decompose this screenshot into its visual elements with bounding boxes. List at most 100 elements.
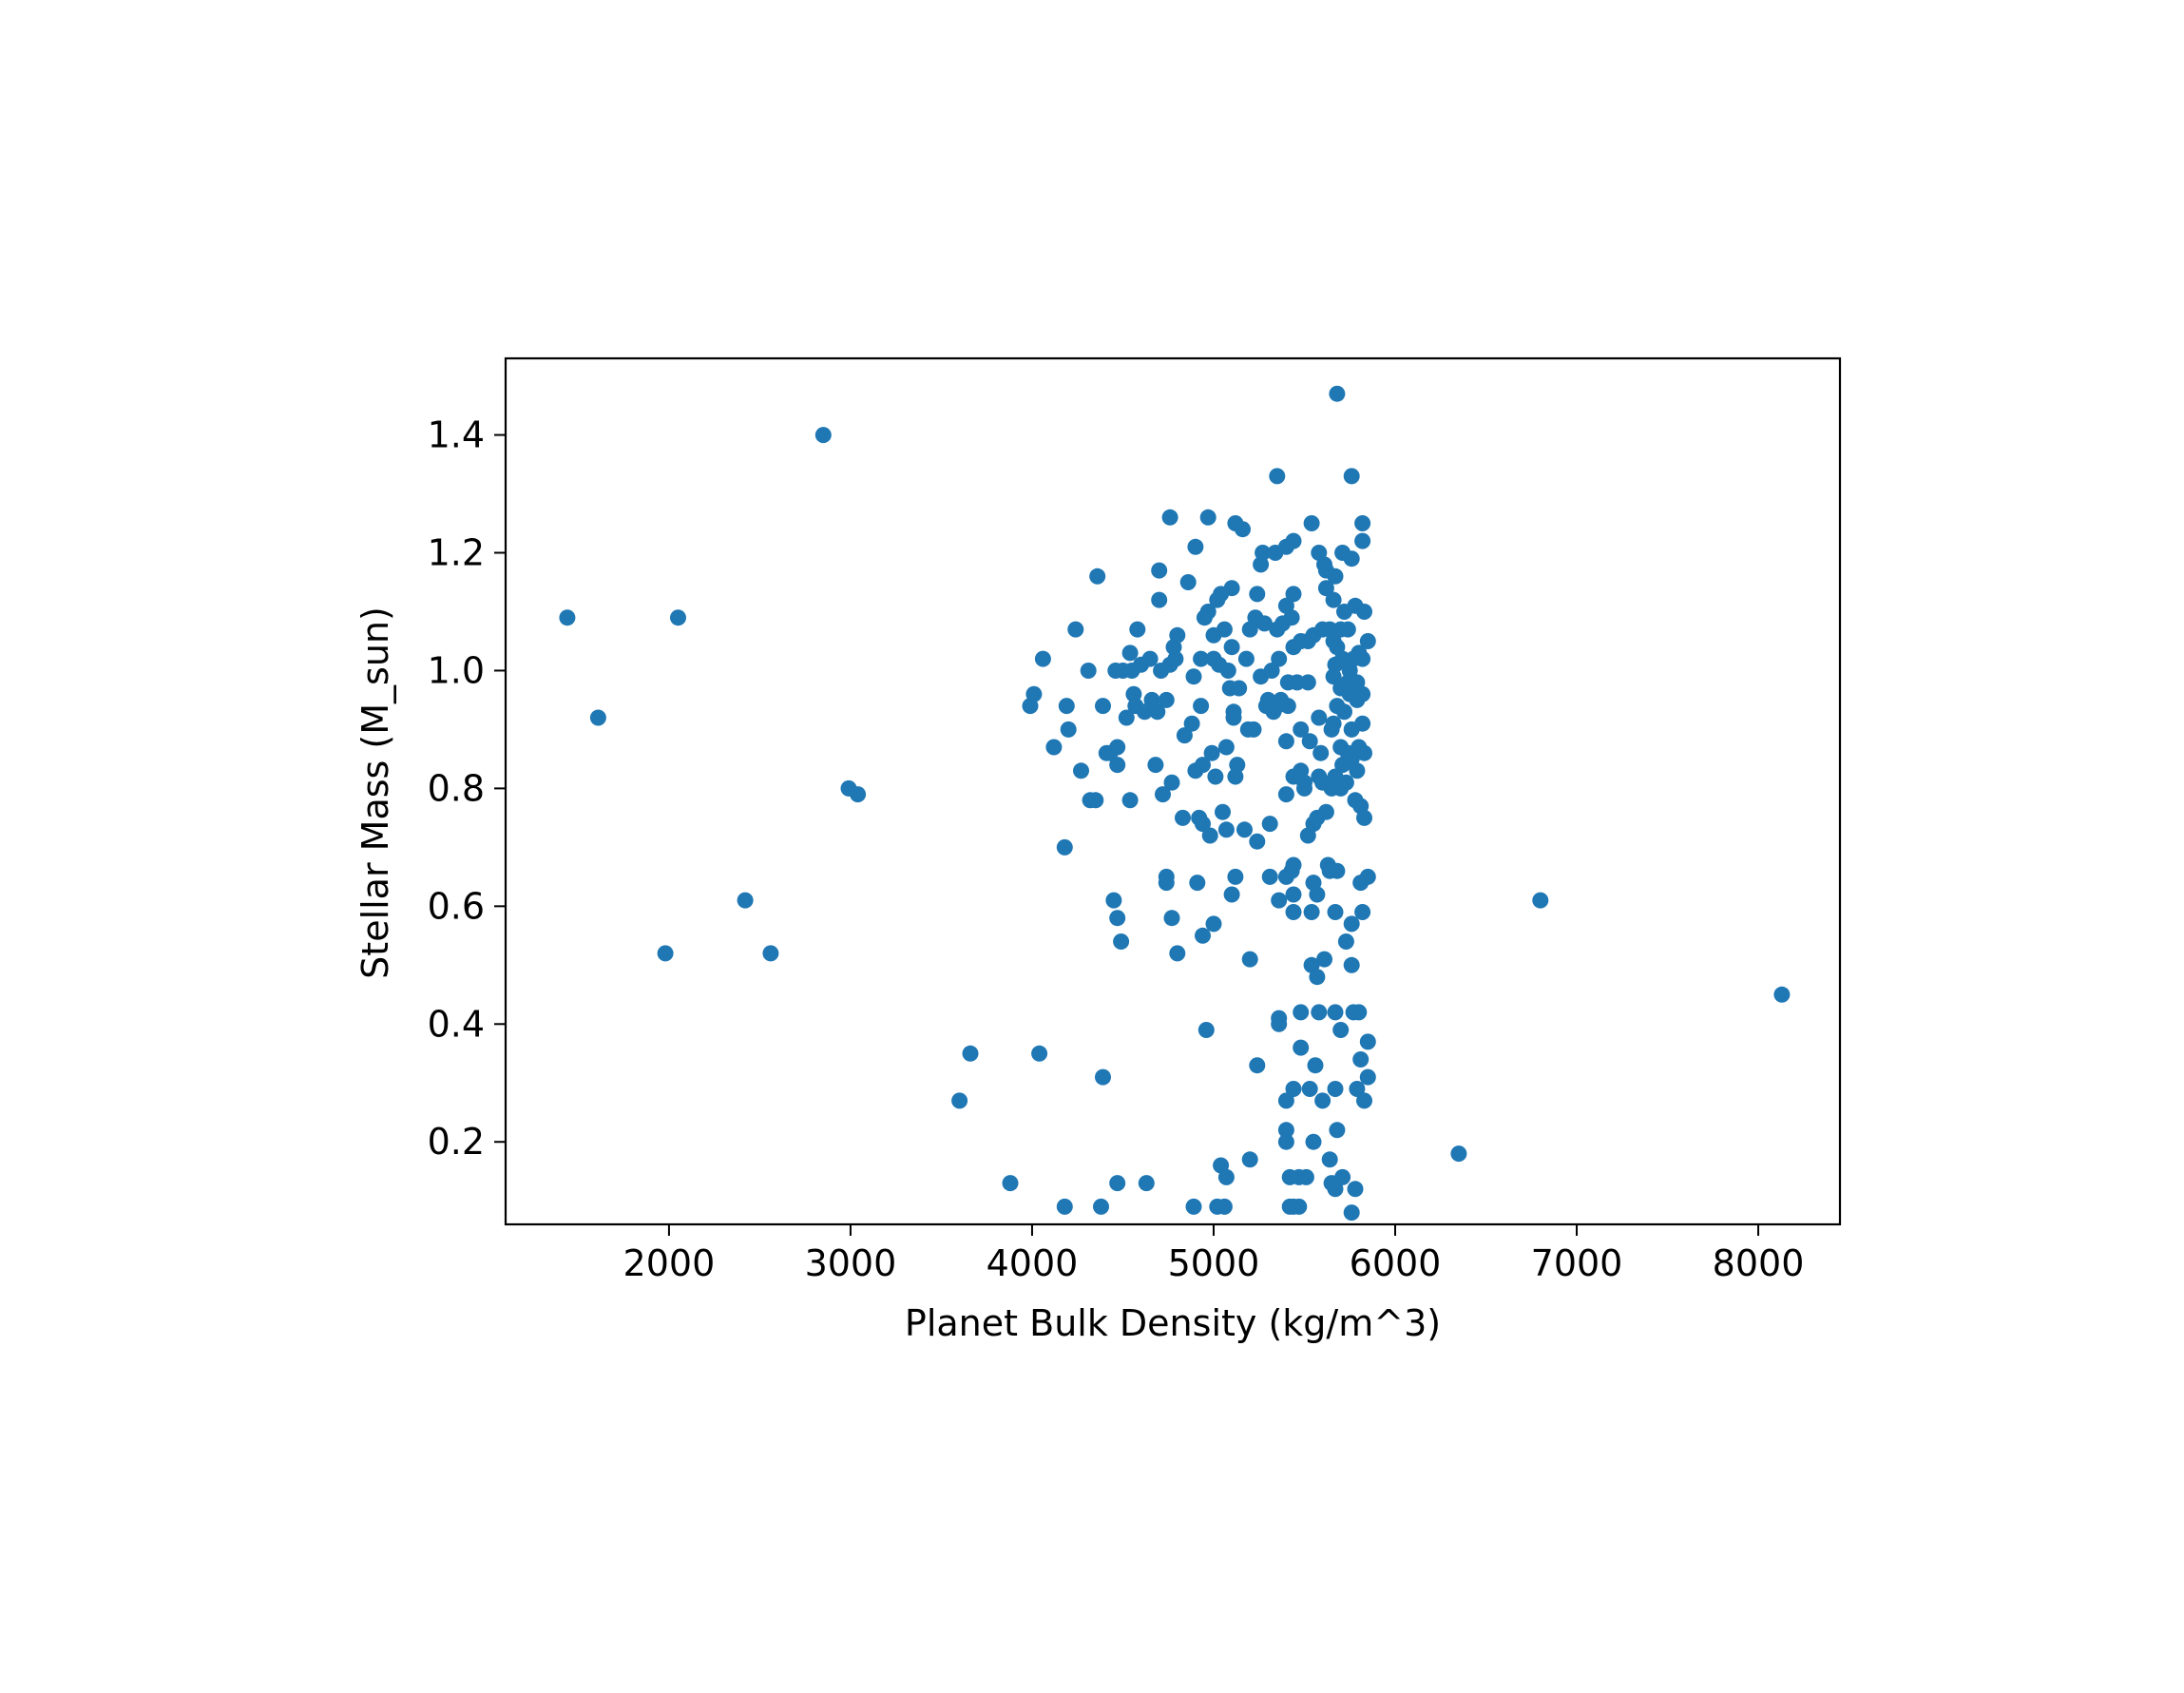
data-point <box>1285 904 1302 920</box>
data-point <box>1263 663 1280 679</box>
data-point <box>1195 927 1211 944</box>
data-point <box>1169 945 1186 962</box>
y-tick-label: 0.6 <box>428 885 485 927</box>
data-point <box>1354 685 1371 702</box>
data-point <box>1229 757 1246 774</box>
data-point <box>1161 509 1178 526</box>
data-point <box>1151 591 1168 608</box>
data-point <box>1089 568 1106 585</box>
x-tick-label: 7000 <box>1531 1242 1623 1284</box>
data-point <box>1354 904 1371 920</box>
data-point <box>1237 650 1255 667</box>
data-point <box>1336 703 1352 721</box>
data-point <box>1203 744 1220 761</box>
x-tick-label: 6000 <box>1350 1242 1442 1284</box>
data-point <box>1283 609 1300 626</box>
data-point <box>1312 744 1330 761</box>
data-point <box>1163 910 1180 927</box>
data-point <box>1356 809 1372 826</box>
y-tick-label: 0.8 <box>428 767 485 809</box>
data-point <box>1271 892 1288 909</box>
data-point <box>1163 774 1180 791</box>
data-point <box>1359 1068 1376 1086</box>
data-point <box>1349 762 1366 779</box>
data-point <box>1121 644 1139 662</box>
data-point <box>1332 1022 1350 1038</box>
data-point <box>1060 721 1077 738</box>
data-point <box>1236 821 1253 838</box>
data-point <box>1307 1057 1324 1074</box>
data-point <box>1327 568 1344 585</box>
data-point <box>1175 809 1191 826</box>
data-point <box>1249 586 1266 603</box>
data-point <box>1285 1081 1302 1097</box>
data-point <box>1199 604 1217 620</box>
data-point <box>1309 886 1326 903</box>
data-point <box>1109 910 1126 927</box>
x-tick-label: 4000 <box>987 1242 1079 1284</box>
data-point <box>1279 698 1296 715</box>
data-point <box>1285 886 1302 903</box>
x-axis-ticks: 2000 3000 4000 5000 6000 7000 8000 <box>623 1224 1804 1284</box>
data-point <box>1095 698 1111 715</box>
data-point <box>1095 1068 1111 1086</box>
data-point <box>1354 715 1371 732</box>
data-point <box>1199 509 1217 526</box>
data-point <box>1351 1004 1368 1021</box>
data-point <box>1285 586 1302 603</box>
data-point <box>1080 663 1097 679</box>
data-point <box>1271 1015 1288 1032</box>
y-tick-label: 1.2 <box>428 532 485 574</box>
data-point <box>670 609 686 626</box>
data-point <box>1297 1168 1314 1185</box>
data-point <box>1073 762 1089 779</box>
data-point <box>1105 892 1122 909</box>
data-point <box>1193 650 1210 667</box>
data-point <box>1058 698 1075 715</box>
data-point <box>1256 615 1273 632</box>
data-point <box>1343 1204 1360 1222</box>
data-point <box>1277 1133 1294 1150</box>
data-point <box>1087 792 1104 809</box>
data-point <box>1216 621 1233 638</box>
data-point <box>1217 1168 1235 1185</box>
y-axis-label: Stellar Mass (M_sun) <box>354 606 396 979</box>
data-point <box>1176 727 1193 744</box>
data-point <box>1034 650 1051 667</box>
data-point <box>1277 1092 1294 1109</box>
y-tick-label: 1.0 <box>428 649 485 691</box>
data-point <box>1321 1151 1338 1168</box>
data-point <box>1129 621 1146 638</box>
data-point <box>1349 1081 1366 1097</box>
data-point <box>1532 892 1549 909</box>
y-axis-ticks: 0.2 0.4 0.6 0.8 1.0 1.2 1.4 <box>428 414 506 1163</box>
y-tick-label: 1.4 <box>428 414 485 456</box>
data-point <box>1354 515 1371 531</box>
data-point <box>1301 1081 1318 1097</box>
data-point <box>1241 1151 1258 1168</box>
data-point <box>1293 1039 1310 1056</box>
data-point <box>1329 1122 1346 1139</box>
data-point <box>1216 1198 1233 1215</box>
data-point <box>1138 1175 1155 1192</box>
data-point <box>1317 580 1334 597</box>
data-point <box>1325 715 1342 732</box>
data-point <box>1141 650 1159 667</box>
data-point <box>589 709 606 726</box>
data-point <box>1185 1198 1202 1215</box>
data-point <box>1269 468 1286 485</box>
data-point <box>1354 532 1371 549</box>
data-point <box>1183 715 1200 732</box>
data-point <box>1109 739 1126 756</box>
data-point <box>1327 1181 1344 1198</box>
data-point <box>1271 650 1288 667</box>
data-point <box>1356 744 1372 761</box>
data-point <box>1325 591 1342 608</box>
data-point <box>1337 933 1354 950</box>
data-point <box>1205 915 1222 933</box>
data-point <box>1277 786 1294 803</box>
data-point <box>1169 626 1186 644</box>
data-point <box>1343 550 1360 568</box>
y-tick-label: 0.4 <box>428 1003 485 1045</box>
data-point <box>1167 650 1184 667</box>
